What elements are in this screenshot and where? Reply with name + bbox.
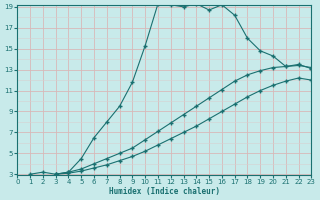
X-axis label: Humidex (Indice chaleur): Humidex (Indice chaleur) [109,187,220,196]
